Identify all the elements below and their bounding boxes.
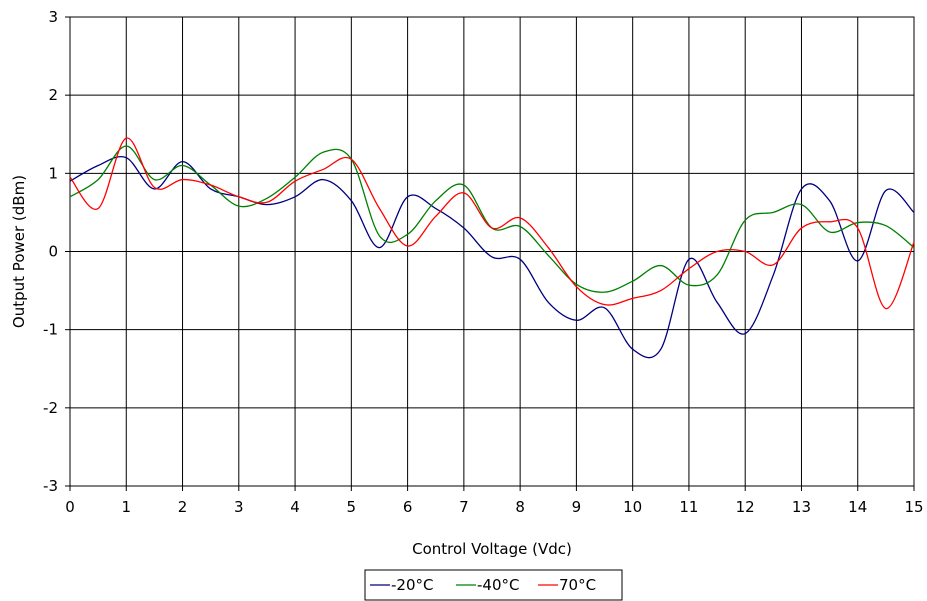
x-tick-label: 4 bbox=[290, 498, 300, 516]
x-tick-label: 6 bbox=[403, 498, 413, 516]
series-line-2 bbox=[69, 145, 915, 293]
y-tick-label: -3 bbox=[43, 477, 58, 495]
x-tick-label: 11 bbox=[679, 498, 698, 516]
x-tick-label: 8 bbox=[515, 498, 525, 516]
x-tick-label: 7 bbox=[459, 498, 469, 516]
x-axis-title: Control Voltage (Vdc) bbox=[412, 540, 572, 558]
y-tick-label: -1 bbox=[43, 321, 58, 339]
y-tick-label: 1 bbox=[48, 164, 58, 182]
legend-label: 70°C bbox=[559, 576, 596, 594]
y-axis-title: Output Power (dBm) bbox=[10, 175, 28, 328]
legend-item: -40°C bbox=[456, 576, 519, 594]
legend-item: -20°C bbox=[370, 576, 433, 594]
legend-label: -20°C bbox=[391, 576, 433, 594]
x-tick-label: 9 bbox=[572, 498, 582, 516]
x-tick-label: 15 bbox=[904, 498, 923, 516]
x-tick-label: 3 bbox=[234, 498, 244, 516]
x-tick-label: 5 bbox=[347, 498, 357, 516]
series-line-3 bbox=[69, 137, 915, 310]
x-tick-label: 0 bbox=[65, 498, 75, 516]
series-lines bbox=[69, 137, 915, 359]
x-tick-label: 13 bbox=[792, 498, 811, 516]
x-tick-label: 1 bbox=[121, 498, 131, 516]
y-axis-ticks: -3 -2 -1 0 1 2 3 bbox=[43, 8, 70, 495]
y-tick-label: -2 bbox=[43, 399, 58, 417]
grid bbox=[69, 16, 915, 487]
legend-label: -40°C bbox=[477, 576, 519, 594]
x-axis-ticks: 0 1 2 3 4 5 6 7 8 9 10 11 12 13 14 15 bbox=[65, 486, 924, 516]
series-line-1 bbox=[69, 156, 915, 359]
x-tick-label: 14 bbox=[848, 498, 867, 516]
x-tick-label: 10 bbox=[623, 498, 642, 516]
legend-item: 70°C bbox=[538, 576, 596, 594]
x-tick-label: 12 bbox=[736, 498, 755, 516]
y-tick-label: 0 bbox=[48, 243, 58, 261]
x-tick-label: 2 bbox=[178, 498, 188, 516]
y-tick-label: 3 bbox=[48, 8, 58, 26]
legend: -20°C -40°C 70°C bbox=[364, 569, 623, 601]
legend-box bbox=[364, 569, 623, 601]
y-tick-label: 2 bbox=[48, 86, 58, 104]
